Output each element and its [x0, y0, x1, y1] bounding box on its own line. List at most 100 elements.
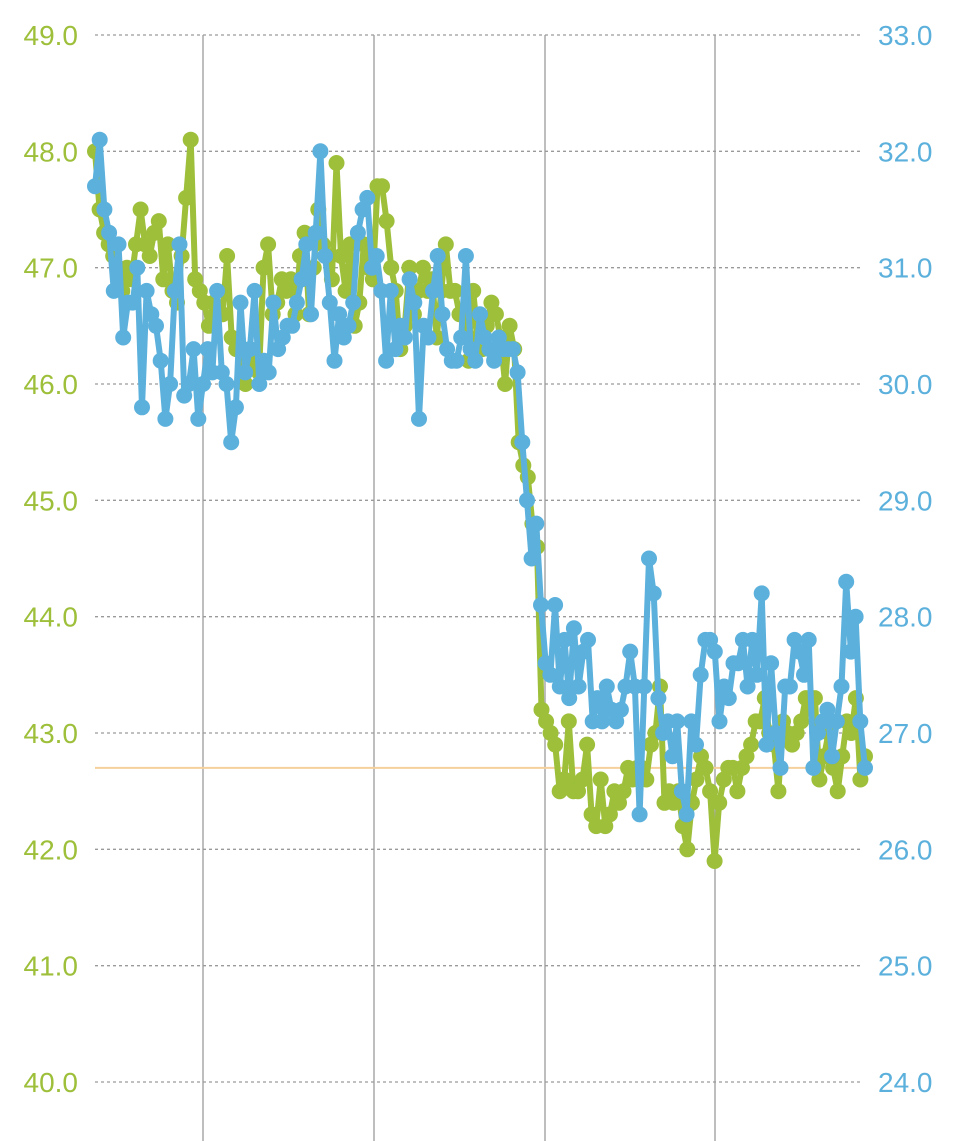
data-point-right — [720, 690, 737, 707]
data-point-right — [91, 131, 108, 148]
data-point-right — [711, 713, 728, 730]
data-point-left — [337, 282, 354, 299]
data-point-right — [688, 736, 704, 753]
data-point-left — [501, 317, 518, 334]
data-point-right — [509, 364, 526, 381]
right-tick-label: 25.0 — [878, 951, 933, 982]
left-tick-label: 41.0 — [24, 951, 79, 982]
data-point-right — [645, 585, 662, 602]
data-point-left — [574, 771, 591, 788]
data-point-right — [847, 608, 864, 625]
data-point-right — [387, 341, 404, 358]
data-point-left — [487, 306, 504, 323]
data-point-right — [636, 678, 653, 695]
data-point-right — [378, 352, 395, 369]
data-point-left — [219, 248, 236, 264]
data-point-left — [560, 713, 577, 730]
data-point-right — [134, 399, 150, 416]
series-line-right — [92, 136, 868, 818]
data-point-left — [688, 771, 705, 788]
left-tick-label: 43.0 — [24, 718, 79, 749]
data-point-left — [159, 236, 176, 253]
data-point-right — [298, 236, 315, 253]
data-point-left — [132, 201, 149, 218]
data-point-right — [519, 492, 535, 509]
left-tick-label: 44.0 — [24, 602, 79, 633]
data-point-right — [598, 678, 615, 695]
data-point-right — [472, 306, 488, 323]
data-point-right — [190, 410, 207, 427]
data-point-right — [162, 376, 179, 392]
data-point-right — [457, 248, 474, 264]
data-point-right — [565, 620, 582, 637]
data-point-right — [612, 701, 629, 718]
data-point-right — [528, 515, 545, 532]
data-point-right — [425, 282, 441, 299]
data-point-left — [155, 271, 172, 288]
data-point-right — [805, 759, 822, 776]
right-tick-label: 28.0 — [878, 602, 933, 633]
data-point-right — [857, 759, 873, 776]
data-point-right — [533, 597, 549, 613]
data-point-left — [679, 841, 696, 858]
data-point-right — [185, 341, 202, 358]
data-point-left — [333, 248, 349, 264]
data-point-right — [180, 376, 197, 392]
data-point-left — [141, 248, 158, 264]
data-point-left — [556, 771, 573, 788]
right-tick-label: 32.0 — [878, 136, 933, 167]
data-point-right — [359, 189, 376, 206]
data-point-right — [523, 550, 540, 567]
data-point-right — [631, 806, 648, 823]
data-point-left — [328, 155, 345, 171]
data-point-right — [580, 631, 596, 648]
data-point-right — [307, 224, 324, 241]
data-point-right — [265, 294, 282, 311]
data-point-left — [843, 725, 860, 741]
data-point-right — [138, 282, 155, 299]
right-tick-label: 24.0 — [878, 1067, 933, 1098]
data-point-right — [129, 259, 146, 276]
data-point-right — [340, 317, 357, 334]
grid-layer — [95, 34, 860, 1141]
data-point-right — [514, 434, 531, 451]
data-point-right — [199, 341, 216, 358]
data-point-left — [415, 259, 431, 276]
data-point-right — [326, 352, 343, 369]
data-point-right — [781, 678, 798, 695]
data-point-left — [729, 783, 746, 800]
data-point-right — [209, 282, 226, 299]
data-point-right — [547, 597, 564, 613]
data-point-left — [383, 259, 400, 276]
data-point-left — [711, 794, 728, 811]
data-point-right — [678, 806, 695, 823]
data-point-right — [753, 585, 770, 602]
left-tick-label: 47.0 — [24, 253, 79, 284]
data-point-right — [739, 678, 756, 695]
data-point-right — [664, 748, 681, 765]
left-tick-label: 48.0 — [24, 136, 79, 167]
data-point-right — [87, 178, 103, 195]
data-point-left — [401, 259, 418, 276]
data-point-right — [124, 294, 141, 311]
data-point-right — [232, 294, 249, 311]
data-point-right — [796, 666, 812, 683]
data-point-left — [378, 213, 395, 230]
data-point-right — [570, 678, 587, 695]
data-point-left — [592, 771, 609, 788]
data-point-right — [692, 666, 709, 683]
data-point-right — [556, 631, 573, 648]
data-point-right — [401, 271, 418, 288]
right-tick-label: 26.0 — [878, 834, 933, 865]
data-point-left — [770, 783, 787, 800]
data-point-right — [284, 317, 301, 334]
data-point-right — [96, 201, 113, 218]
data-point-right — [223, 434, 240, 451]
data-point-right — [227, 399, 244, 416]
right-tick-label: 33.0 — [878, 20, 933, 51]
data-point-right — [293, 271, 310, 288]
data-point-right — [317, 248, 334, 264]
data-point-right — [669, 713, 686, 730]
data-point-right — [819, 701, 836, 718]
data-point-left — [706, 853, 723, 869]
